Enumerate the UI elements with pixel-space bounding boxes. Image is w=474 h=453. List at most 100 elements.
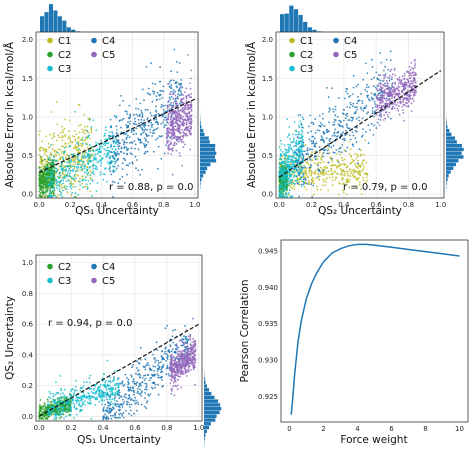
scatter-point-c4	[361, 100, 364, 102]
scatter-point-c3	[55, 170, 58, 173]
scatter-point-c3	[301, 135, 304, 138]
scatter-point-c3	[75, 380, 77, 382]
scatter-point-c3	[111, 148, 114, 150]
scatter-point-c4	[368, 98, 370, 101]
scatter-point-c3	[56, 169, 59, 172]
scatter-point-c3	[108, 162, 111, 165]
scatter-point-c4	[378, 79, 380, 81]
scatter-point-c3	[286, 195, 289, 198]
scatter-point-c4	[346, 106, 349, 108]
scatter-point-c4	[179, 94, 181, 97]
scatter-point-c5	[384, 111, 387, 114]
scatter-point-c5	[413, 77, 416, 79]
scatter-point-c5	[167, 145, 170, 148]
scatter-point-c1	[73, 129, 76, 132]
scatter-point-c1	[348, 186, 351, 189]
scatter-point-c1	[306, 162, 309, 164]
scatter-point-c4	[121, 168, 124, 171]
scatter-point-c5	[171, 134, 174, 136]
scatter-point-c4	[298, 174, 301, 177]
scatter-point-c5	[184, 108, 187, 111]
scatter-point-c4	[139, 102, 142, 105]
scatter-point-c2	[42, 183, 45, 185]
scatter-point-c3	[75, 402, 78, 405]
scatter-point-c4	[370, 92, 373, 95]
scatter-point-c2	[43, 165, 46, 168]
scatter-point-c3	[283, 170, 286, 173]
scatter-point-c4	[153, 132, 156, 135]
scatter-point-c3	[71, 192, 73, 194]
scatter-point-c3	[88, 167, 90, 169]
scatter-point-c4	[137, 108, 140, 110]
scatter-point-c4	[322, 117, 324, 120]
scatter-point-c5	[182, 110, 184, 112]
scatter-point-c1	[311, 171, 313, 174]
scatter-point-c2	[42, 189, 45, 192]
scatter-point-c4	[176, 86, 179, 89]
scatter-point-c4	[367, 111, 369, 114]
scatter-point-c4	[390, 117, 392, 120]
scatter-point-c3	[294, 141, 297, 144]
scatter-point-c4	[170, 95, 173, 98]
scatter-point-c4	[312, 184, 315, 187]
scatter-point-c2	[44, 194, 47, 197]
scatter-point-c1	[54, 153, 57, 156]
scatter-point-c2	[39, 191, 42, 194]
scatter-point-c3	[91, 146, 93, 149]
scatter-point-c4	[176, 71, 179, 73]
scatter-point-c5	[381, 96, 384, 99]
scatter-point-c1	[354, 152, 357, 155]
scatter-point-c1	[349, 148, 352, 151]
scatter-point-c4	[362, 128, 364, 131]
scatter-point-c5	[402, 111, 405, 114]
scatter-point-c5	[177, 137, 180, 140]
scatter-point-c2	[49, 164, 52, 167]
scatter-point-c1	[55, 155, 58, 157]
scatter-point-c4	[135, 107, 137, 110]
scatter-point-c4	[141, 116, 144, 118]
scatter-point-c3	[290, 170, 293, 173]
scatter-point-c1	[357, 173, 360, 176]
scatter-point-c5	[176, 116, 179, 118]
scatter-point-c3	[51, 162, 53, 165]
scatter-point-c1	[44, 148, 46, 150]
scatter-point-c1	[336, 159, 339, 162]
scatter-point-c3	[61, 168, 63, 171]
scatter-point-c2	[38, 190, 40, 193]
scatter-point-c5	[398, 78, 401, 81]
scatter-point-c3	[51, 173, 54, 176]
scatter-point-c5	[171, 114, 174, 117]
scatter-point-c4	[170, 70, 173, 73]
scatter-point-c3	[291, 141, 294, 144]
scatter-point-c4	[373, 115, 375, 118]
scatter-point-c1	[78, 136, 80, 139]
scatter-point-c4	[334, 108, 337, 111]
scatter-point-c3	[52, 171, 55, 174]
scatter-point-c3	[58, 180, 60, 183]
x-axis-label: QS₁ Uncertainty	[75, 205, 159, 217]
scatter-point-c2	[44, 417, 47, 420]
scatter-point-c4	[124, 110, 127, 112]
scatter-point-c1	[46, 161, 49, 164]
scatter-point-c3	[92, 150, 95, 153]
scatter-point-c3	[87, 162, 90, 165]
legend-marker	[333, 51, 339, 58]
scatter-point-c4	[137, 169, 140, 172]
scatter-point-c3	[287, 192, 290, 194]
scatter-point-c3	[62, 179, 65, 182]
scatter-point-c4	[304, 179, 307, 182]
scatter-point-c5	[382, 105, 385, 108]
scatter-point-c5	[390, 87, 393, 90]
scatter-point-c5	[411, 72, 414, 75]
scatter-point-c4	[112, 140, 115, 143]
scatter-point-c4	[144, 140, 147, 142]
scatter-point-c4	[379, 119, 382, 121]
scatter-point-c5	[174, 135, 177, 138]
scatter-point-c4	[135, 98, 138, 100]
scatter-point-c2	[40, 185, 43, 188]
scatter-point-c4	[328, 130, 330, 133]
scatter-point-c4	[112, 196, 114, 198]
scatter-point-c5	[174, 128, 177, 131]
scatter-point-c4	[153, 91, 156, 93]
scatter-point-c3	[73, 174, 76, 176]
